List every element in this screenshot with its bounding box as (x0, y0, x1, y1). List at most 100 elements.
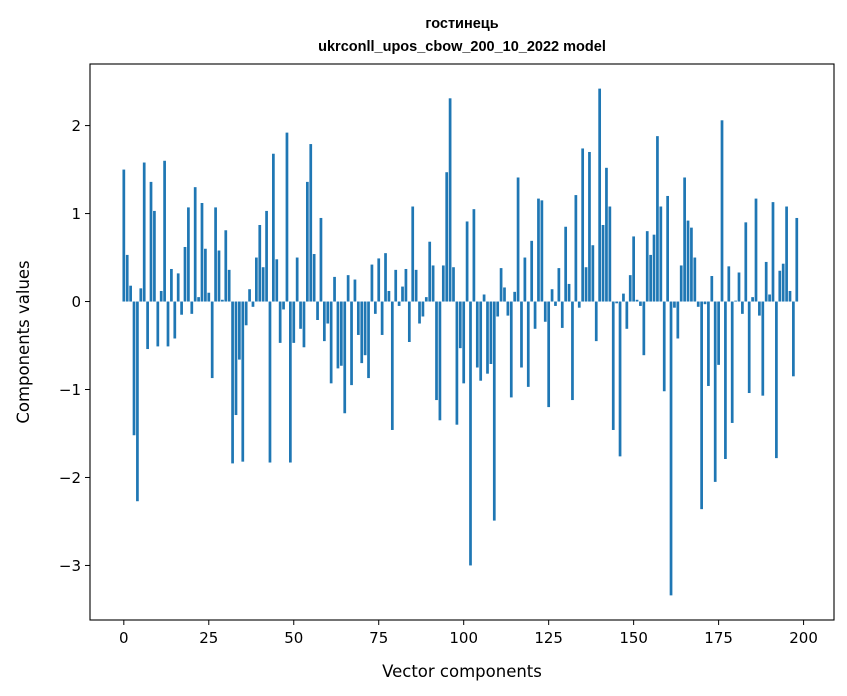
bar (142, 162, 146, 302)
bar (611, 301, 615, 430)
bar (299, 301, 302, 329)
bar (129, 285, 132, 302)
bar (231, 301, 234, 464)
x-tick-label: 100 (449, 629, 478, 647)
bar (221, 299, 224, 302)
bar (533, 301, 537, 329)
bar (204, 248, 207, 302)
bar (781, 263, 785, 302)
bar (197, 297, 200, 302)
x-tick-label: 0 (119, 629, 129, 647)
bar (326, 301, 330, 324)
bar (717, 301, 720, 365)
bar (775, 301, 778, 459)
bar (350, 301, 353, 386)
bar (598, 88, 602, 302)
bar (445, 172, 449, 302)
bar (166, 301, 170, 347)
bar (275, 259, 279, 302)
bar (380, 301, 384, 335)
bar (255, 257, 258, 302)
bar (418, 301, 421, 324)
bar (523, 257, 527, 302)
bar (475, 301, 479, 368)
bar (360, 301, 364, 364)
bar (377, 258, 381, 302)
x-tick-label: 75 (369, 629, 388, 647)
bar (574, 195, 578, 302)
bar (540, 200, 544, 302)
bar (543, 301, 547, 322)
bar (309, 144, 313, 302)
bar (251, 301, 255, 307)
x-tick-label: 25 (199, 629, 218, 647)
bar (686, 220, 690, 302)
bar (618, 301, 622, 457)
bar (187, 207, 190, 302)
bar (292, 301, 296, 343)
bar (421, 301, 425, 317)
bar (652, 234, 656, 302)
bar (625, 301, 629, 329)
plot-frame (89, 63, 835, 621)
bar (343, 301, 347, 414)
bar (707, 301, 710, 386)
bar (761, 301, 765, 396)
bar (520, 301, 523, 368)
bar (693, 257, 697, 302)
bar (173, 301, 177, 339)
bar (302, 301, 306, 348)
bar (390, 301, 394, 430)
bar (703, 301, 707, 305)
bar (778, 270, 782, 302)
bar (397, 301, 401, 306)
bar (441, 265, 445, 302)
bar (554, 301, 557, 306)
bar (234, 301, 238, 416)
x-tick-label: 175 (704, 629, 733, 647)
bar (744, 222, 748, 302)
bar (649, 254, 652, 302)
bar (751, 297, 754, 302)
y-tick-label: −2 (59, 469, 81, 487)
bar (656, 136, 659, 302)
bar (588, 151, 591, 302)
bar (479, 301, 483, 381)
bar (462, 301, 466, 384)
bar (547, 301, 551, 408)
bar (591, 245, 595, 302)
bar (329, 301, 333, 384)
bar (452, 267, 455, 302)
bar (727, 266, 731, 302)
bar (564, 226, 568, 302)
bar (153, 210, 156, 302)
bar (428, 241, 432, 302)
x-tick-label: 125 (534, 629, 563, 647)
bar (581, 148, 585, 302)
bar (272, 153, 275, 302)
bar (149, 181, 153, 302)
bar (285, 132, 289, 302)
bar (496, 301, 500, 317)
bar (764, 261, 768, 302)
bar (601, 224, 605, 302)
bar (435, 301, 438, 401)
x-tick-label: 50 (284, 629, 303, 647)
bar (448, 98, 452, 302)
bar (265, 210, 268, 302)
bar (509, 301, 513, 398)
bar (771, 202, 775, 302)
bar (319, 217, 323, 302)
chart-title-line-1: гостинець (425, 16, 498, 32)
bar (146, 301, 149, 350)
bar (795, 217, 799, 302)
bar (465, 221, 469, 302)
bar (190, 301, 194, 314)
bar (537, 198, 540, 302)
bar (176, 273, 180, 302)
bar (560, 301, 564, 328)
bar (673, 301, 676, 308)
bar (724, 301, 727, 459)
bar (594, 301, 598, 342)
